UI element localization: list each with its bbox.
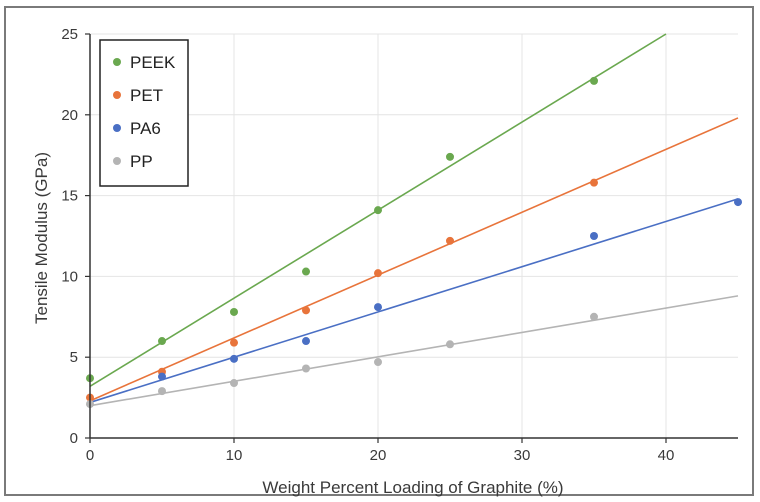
legend-label-pet: PET bbox=[130, 86, 163, 105]
legend-marker-peek bbox=[113, 58, 121, 66]
legend-label-peek: PEEK bbox=[130, 53, 176, 72]
data-point-pet bbox=[230, 338, 238, 347]
data-point-peek bbox=[374, 206, 382, 215]
legend-marker-pa6 bbox=[113, 124, 121, 132]
trend-line-pp bbox=[89, 295, 739, 407]
trend-line-pa6 bbox=[89, 198, 739, 404]
data-point-pp bbox=[158, 387, 166, 396]
axes bbox=[85, 33, 738, 443]
data-point-peek bbox=[230, 307, 238, 316]
y-tick-label: 15 bbox=[61, 188, 78, 205]
legend: PEEK PET PA6 PP bbox=[99, 39, 189, 187]
x-axis-title: Weight Percent Loading of Graphite (%) bbox=[262, 478, 563, 497]
y-tick-label: 5 bbox=[70, 349, 78, 366]
data-point-peek bbox=[158, 337, 166, 346]
data-point-pa6 bbox=[158, 372, 166, 381]
x-tick-label: 40 bbox=[658, 447, 675, 464]
data-point-pp bbox=[446, 340, 454, 349]
y-tick-label: 10 bbox=[61, 268, 78, 285]
data-point-pp bbox=[590, 312, 598, 321]
data-point-pp bbox=[230, 379, 238, 388]
tick-labels: 0 10 20 30 40 0 5 10 15 20 25 bbox=[61, 26, 674, 464]
legend-marker-pp bbox=[113, 157, 121, 165]
x-tick-label: 0 bbox=[86, 447, 94, 464]
data-point-pa6 bbox=[734, 198, 742, 207]
data-point-pa6 bbox=[302, 337, 310, 346]
x-tick-label: 10 bbox=[226, 447, 243, 464]
legend-label-pp: PP bbox=[130, 152, 153, 171]
data-point-peek bbox=[446, 152, 454, 161]
y-axis-title: Tensile Modulus (GPa) bbox=[32, 152, 51, 324]
y-tick-label: 0 bbox=[70, 430, 78, 447]
data-point-pa6 bbox=[374, 303, 382, 312]
y-tick-label: 25 bbox=[61, 26, 78, 43]
data-point-peek bbox=[302, 267, 310, 276]
y-tick-label: 20 bbox=[61, 107, 78, 124]
grid bbox=[90, 33, 738, 438]
x-tick-label: 30 bbox=[514, 447, 531, 464]
x-tick-label: 20 bbox=[370, 447, 387, 464]
data-point-pp bbox=[374, 358, 382, 367]
data-point-pa6 bbox=[230, 354, 238, 363]
data-point-pet bbox=[302, 306, 310, 315]
data-point-pp bbox=[302, 364, 310, 373]
legend-marker-pet bbox=[113, 91, 121, 99]
trend-line-pet bbox=[89, 117, 739, 402]
legend-label-pa6: PA6 bbox=[130, 119, 161, 138]
data-point-pet bbox=[446, 236, 454, 245]
data-point-pet bbox=[374, 269, 382, 278]
data-point-peek bbox=[590, 76, 598, 85]
data-point-pa6 bbox=[590, 232, 598, 240]
data-point-pet bbox=[590, 178, 598, 187]
